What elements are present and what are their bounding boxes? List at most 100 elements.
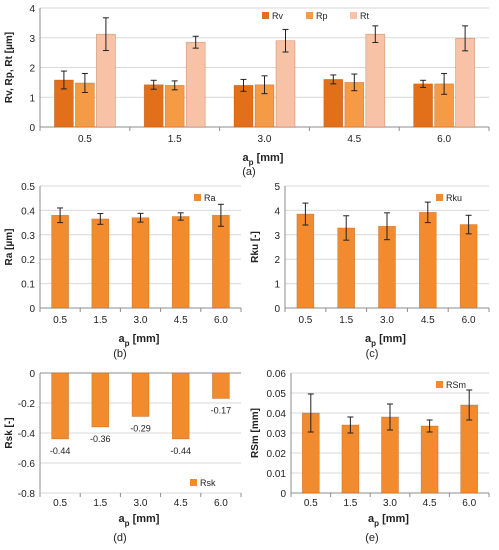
y-tick-label: 3: [274, 231, 280, 242]
x-tick-label: 0.5: [53, 315, 67, 326]
y-tick-label: 0: [274, 304, 280, 315]
data-label: -0.36: [90, 434, 111, 444]
x-axis-title-subscript: p: [374, 519, 379, 528]
x-tick-label: 4.5: [174, 315, 188, 326]
y-tick-label: 0: [29, 304, 35, 315]
x-axis-title-main: a: [365, 333, 372, 345]
bar-ra-1.5: [91, 218, 110, 309]
bar-rt-6.0: [455, 38, 475, 128]
figure-caption: (e): [365, 532, 378, 544]
data-label: -0.29: [130, 424, 151, 434]
bar-rsk-4.5: [171, 372, 190, 440]
x-tick-label: 6.0: [437, 134, 451, 145]
legend-label-rt: Rt: [360, 11, 369, 21]
y-tick-label: 1: [274, 280, 280, 291]
x-tick-label: 0.5: [53, 498, 67, 509]
data-label: -0.44: [50, 446, 71, 456]
bar-rt-1.5: [185, 41, 206, 128]
y-tick-label: 4: [29, 4, 35, 15]
legend-swatch-rsk: [190, 479, 197, 486]
x-tick-label: 3.0: [258, 134, 272, 145]
y-tick-label: 2: [29, 64, 35, 75]
x-tick-label: 1.5: [343, 498, 357, 509]
data-label: -0.44: [170, 446, 191, 456]
x-tick-label: 1.5: [168, 134, 182, 145]
figure-caption: (b): [113, 348, 126, 360]
x-axis-title-subscript: p: [249, 158, 254, 167]
x-tick-label: 6.0: [462, 315, 476, 326]
y-tick-label: 4: [274, 206, 280, 217]
legend-swatch-rsm: [436, 381, 443, 388]
y-tick-label: 0: [280, 489, 286, 500]
y-tick-label: 0: [29, 123, 35, 134]
y-tick-label: -0.6: [18, 459, 36, 470]
bar-ra-3.0: [131, 217, 150, 309]
y-tick-label: 5: [274, 182, 280, 193]
bar-rsk-3.0: [131, 372, 150, 417]
y-tick-label: 0.04: [267, 409, 287, 420]
bar-ra-6.0: [212, 214, 230, 309]
y-tick-label: 1: [29, 93, 35, 104]
y-axis-title: Rsk [-]: [4, 417, 15, 448]
x-axis-title: ap [mm]: [368, 513, 409, 528]
legend-swatch-rt: [350, 12, 357, 19]
x-axis-title: ap [mm]: [243, 152, 284, 167]
bar-rku-6.0: [459, 224, 478, 309]
x-axis-title: ap [mm]: [119, 333, 160, 348]
data-label: -0.17: [211, 406, 232, 416]
legend-swatch-ra: [194, 194, 201, 201]
y-axis-title: Ra [µm]: [4, 229, 15, 266]
x-axis-title-main: a: [119, 513, 126, 525]
y-tick-label: 3: [29, 34, 35, 45]
y-tick-label: -0.8: [18, 489, 36, 500]
legend-label-rku: Rku: [446, 193, 462, 203]
x-axis-title: ap [mm]: [365, 333, 406, 348]
x-tick-label: 6.0: [462, 498, 476, 509]
legend-label-rv: Rv: [272, 11, 283, 21]
x-tick-label: 4.5: [174, 498, 188, 509]
figure-caption: (d): [113, 532, 126, 544]
legend-swatch-rku: [436, 194, 443, 201]
y-tick-label: 0.2: [21, 255, 35, 266]
y-tick-label: 2: [274, 255, 280, 266]
y-tick-label: 0: [29, 369, 35, 380]
y-tick-label: 0.3: [21, 231, 35, 242]
x-tick-label: 3.0: [380, 315, 394, 326]
x-tick-label: 4.5: [423, 498, 437, 509]
x-axis-title-unit: [mm]: [379, 513, 409, 525]
chart-panel-a: 0 1 2 3 4 0.5 1.5 3.0 4.5 6.0 ap [mm] Rv, Rp, Rt [µ…: [4, 4, 490, 178]
bar-rku-4.5: [418, 212, 437, 309]
chart-panel-c: 0 1 2 3 4 5 0.5 1.5 3.0 4.5 6.0 ap [mm] Rku [-] Rku (c…: [250, 182, 490, 360]
x-tick-label: 3.0: [134, 315, 148, 326]
x-tick-label: 0.5: [298, 315, 312, 326]
x-tick-label: 1.5: [93, 315, 107, 326]
x-axis-title-subscript: p: [125, 339, 130, 348]
x-tick-label: 6.0: [214, 315, 228, 326]
y-axis-title: RSm [mm]: [250, 408, 261, 458]
x-axis-title-unit: [mm]: [376, 333, 406, 345]
legend-label-rsk: Rsk: [200, 478, 216, 488]
y-tick-label: 0.03: [267, 429, 287, 440]
y-tick-label: -0.4: [18, 429, 36, 440]
y-axis-title: Rv, Rp, Rt [µm]: [4, 32, 15, 103]
figure-caption: (a): [242, 166, 255, 178]
x-tick-label: 0.5: [304, 498, 318, 509]
x-axis-title-unit: [mm]: [130, 513, 160, 525]
x-axis-title-unit: [mm]: [130, 333, 160, 345]
bar-rsk-6.0: [212, 372, 230, 399]
chart-panel-b: 0 0.1 0.2 0.3 0.4 0.5 0.5 1.5 3.0 4.5 6.0 ap [mm] Ra…: [4, 182, 242, 360]
x-tick-label: 4.5: [421, 315, 435, 326]
chart-panel-e: 0 0.01 0.02 0.03 0.04 0.05 0.06 0.5 1.5 3.0 4.5 6.0…: [250, 369, 490, 544]
bar-rsm-1.5: [341, 424, 360, 494]
x-tick-label: 3.0: [383, 498, 397, 509]
bar-ra-0.5: [51, 214, 69, 309]
legend-label-rp: Rp: [316, 11, 328, 21]
bar-rv-6.0: [413, 83, 433, 128]
y-tick-label: 0.05: [267, 389, 287, 400]
x-tick-label: 1.5: [339, 315, 353, 326]
bar-rv-4.5: [323, 79, 344, 128]
bar-rku-0.5: [296, 213, 315, 309]
y-axis-title: Rku [-]: [250, 231, 261, 263]
x-tick-label: 1.5: [93, 498, 107, 509]
